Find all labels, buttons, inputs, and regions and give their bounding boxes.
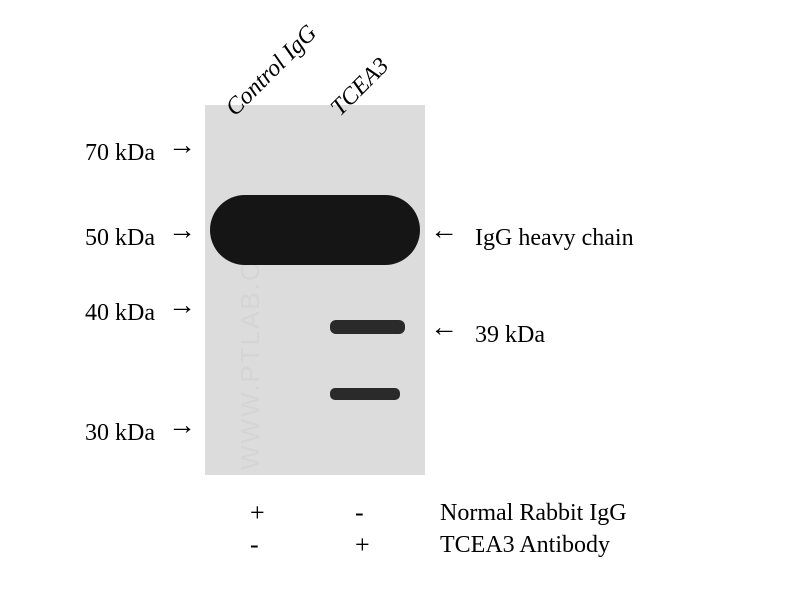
condition-sign: -: [250, 530, 259, 560]
condition-label: TCEA3 Antibody: [440, 532, 610, 559]
mw-label: 30 kDa: [85, 420, 155, 447]
arrow-right-icon: [168, 292, 196, 320]
band-label: 39 kDa: [475, 322, 545, 349]
mw-label: 40 kDa: [85, 300, 155, 327]
band-39kda: [330, 320, 405, 334]
condition-sign: +: [355, 530, 370, 560]
mw-label: 50 kDa: [85, 225, 155, 252]
condition-label: Normal Rabbit IgG: [440, 500, 627, 527]
band-lower: [330, 388, 400, 400]
arrow-right-icon: [168, 412, 196, 440]
condition-sign: +: [250, 498, 265, 528]
band-label: IgG heavy chain: [475, 225, 634, 252]
arrow-right-icon: [168, 132, 196, 160]
band-igg-heavy: [210, 195, 420, 265]
condition-sign: -: [355, 498, 364, 528]
arrow-right-icon: [168, 217, 196, 245]
arrow-left-icon: [430, 314, 458, 342]
arrow-left-icon: [430, 217, 458, 245]
mw-label: 70 kDa: [85, 140, 155, 167]
